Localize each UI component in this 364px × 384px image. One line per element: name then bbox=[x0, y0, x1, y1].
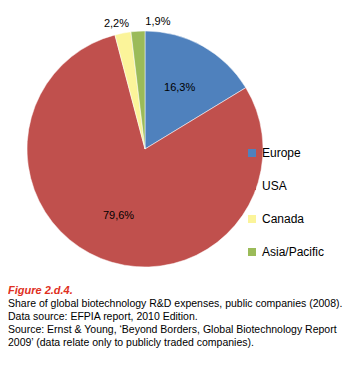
svg-text:79,6%: 79,6% bbox=[103, 209, 134, 221]
svg-text:2,2%: 2,2% bbox=[104, 17, 129, 29]
svg-text:1,9%: 1,9% bbox=[145, 15, 170, 27]
svg-text:16,3%: 16,3% bbox=[164, 81, 195, 93]
html-text:Canada: Canada bbox=[262, 211, 304, 226]
html-text:Source: Ernst & Young, ‘Beyond: Source: Ernst & Young, ‘Beyond Borders, … bbox=[8, 323, 337, 348]
html-text:Europe: Europe bbox=[262, 145, 301, 160]
html-text:USA: USA bbox=[262, 178, 287, 193]
html-text:Share of global biotechnology: Share of global biotechnology R&D expens… bbox=[8, 297, 343, 322]
html-text:Asia/Pacific: Asia/Pacific bbox=[262, 244, 324, 259]
html-text:Figure 2.d.4.: Figure 2.d.4. bbox=[8, 284, 73, 296]
